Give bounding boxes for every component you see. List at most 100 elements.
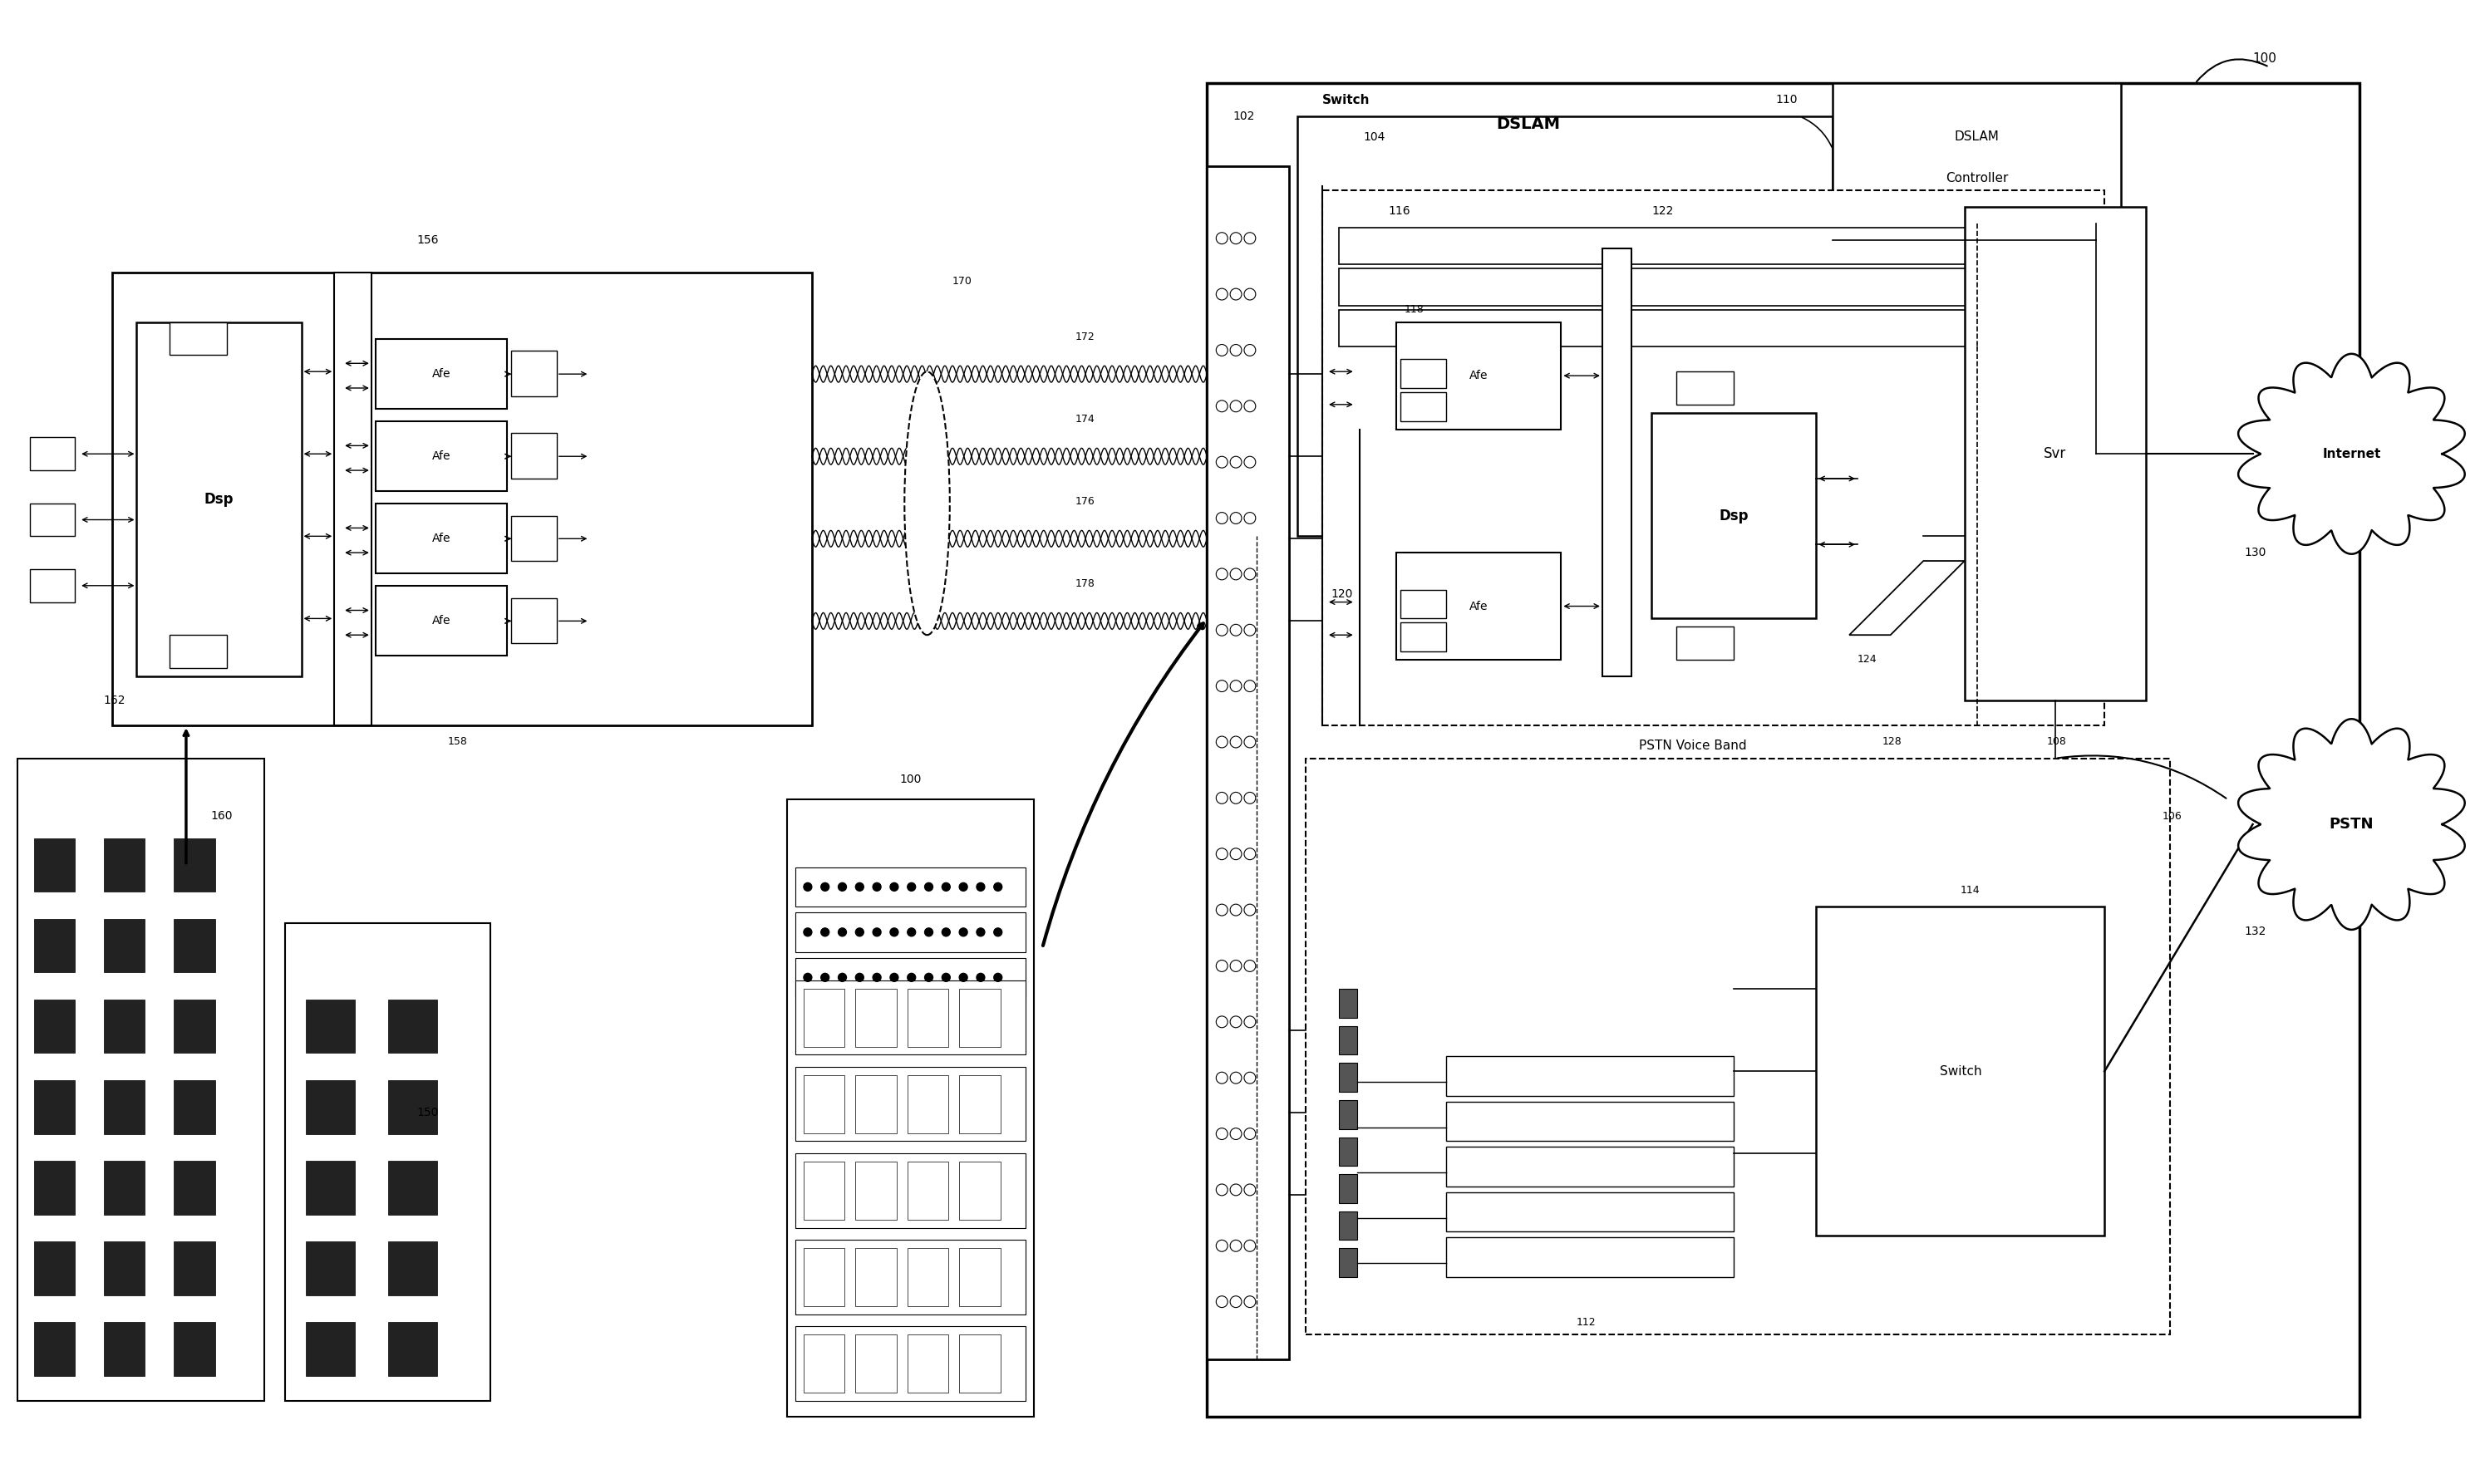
Bar: [17, 758, 265, 1401]
Bar: [30, 570, 74, 603]
Text: Afe: Afe: [1471, 370, 1488, 381]
Text: 174: 174: [1076, 414, 1096, 424]
Bar: [104, 1242, 144, 1296]
Circle shape: [856, 974, 863, 981]
Bar: [104, 838, 144, 892]
Bar: [1339, 1100, 1357, 1129]
Bar: [285, 923, 491, 1401]
Text: 102: 102: [1233, 111, 1255, 122]
Bar: [1652, 413, 1815, 619]
Text: Afe: Afe: [432, 533, 451, 545]
Bar: [30, 438, 74, 470]
Circle shape: [838, 883, 846, 890]
Bar: [856, 1248, 898, 1306]
Circle shape: [804, 928, 811, 936]
Bar: [1339, 988, 1357, 1018]
Text: Afe: Afe: [1471, 601, 1488, 611]
Circle shape: [942, 928, 950, 936]
Text: 162: 162: [104, 695, 126, 706]
Bar: [1676, 626, 1734, 660]
Bar: [374, 421, 508, 491]
Polygon shape: [2239, 718, 2465, 929]
Bar: [305, 1000, 355, 1054]
Circle shape: [873, 974, 880, 981]
Bar: [804, 1334, 846, 1392]
Bar: [104, 1000, 144, 1054]
Circle shape: [804, 883, 811, 890]
Circle shape: [890, 974, 898, 981]
Bar: [1602, 248, 1632, 677]
Text: 130: 130: [2244, 548, 2267, 558]
Bar: [374, 503, 508, 573]
Text: 106: 106: [2163, 810, 2182, 822]
Circle shape: [908, 883, 915, 890]
Bar: [35, 1242, 74, 1296]
Bar: [104, 919, 144, 972]
Bar: [387, 1080, 436, 1134]
Bar: [511, 598, 556, 643]
Bar: [960, 1076, 999, 1132]
Bar: [1208, 83, 2361, 1417]
Bar: [174, 919, 216, 972]
Bar: [796, 1067, 1027, 1141]
Bar: [960, 988, 999, 1046]
Circle shape: [890, 883, 898, 890]
Text: 122: 122: [1652, 205, 1674, 217]
Bar: [305, 1160, 355, 1214]
Circle shape: [908, 928, 915, 936]
Bar: [1339, 1137, 1357, 1166]
Bar: [104, 1160, 144, 1214]
Text: Afe: Afe: [432, 368, 451, 380]
Text: 118: 118: [1404, 304, 1424, 315]
Text: DSLAM: DSLAM: [1495, 117, 1560, 132]
Bar: [960, 1162, 999, 1220]
Bar: [511, 515, 556, 561]
Bar: [804, 1076, 846, 1132]
Bar: [1339, 1025, 1357, 1055]
Bar: [1339, 227, 2096, 264]
Text: 116: 116: [1389, 205, 1411, 217]
Bar: [387, 1000, 436, 1054]
Bar: [960, 1334, 999, 1392]
Ellipse shape: [905, 371, 950, 635]
Bar: [908, 1162, 947, 1220]
Text: 160: 160: [211, 810, 233, 822]
Bar: [856, 988, 898, 1046]
Bar: [1401, 392, 1446, 421]
Bar: [104, 1080, 144, 1134]
Bar: [511, 352, 556, 396]
Text: Controller: Controller: [1947, 172, 2009, 184]
Bar: [374, 586, 508, 656]
Bar: [1401, 589, 1446, 619]
Circle shape: [994, 883, 1002, 890]
Bar: [1446, 1192, 1734, 1232]
Circle shape: [890, 928, 898, 936]
Circle shape: [821, 928, 828, 936]
Circle shape: [908, 974, 915, 981]
Text: 114: 114: [1959, 884, 1979, 895]
Bar: [1307, 758, 2170, 1334]
Bar: [387, 1160, 436, 1214]
Bar: [174, 1160, 216, 1214]
Circle shape: [994, 974, 1002, 981]
Text: 178: 178: [1076, 579, 1096, 589]
Text: 150: 150: [417, 1107, 439, 1119]
Bar: [169, 322, 228, 355]
Circle shape: [838, 928, 846, 936]
Bar: [1297, 116, 1833, 536]
Text: 170: 170: [952, 276, 972, 286]
Circle shape: [925, 974, 932, 981]
Bar: [1396, 552, 1560, 660]
Bar: [856, 1162, 898, 1220]
Bar: [1208, 166, 1290, 1359]
Circle shape: [838, 974, 846, 981]
Bar: [1339, 269, 2096, 306]
Text: Afe: Afe: [432, 616, 451, 626]
Bar: [908, 1248, 947, 1306]
Bar: [1446, 1057, 1734, 1097]
Bar: [1401, 359, 1446, 387]
Text: Dsp: Dsp: [1719, 508, 1748, 522]
Bar: [35, 1160, 74, 1214]
Text: 156: 156: [417, 234, 439, 246]
Bar: [1339, 1063, 1357, 1092]
